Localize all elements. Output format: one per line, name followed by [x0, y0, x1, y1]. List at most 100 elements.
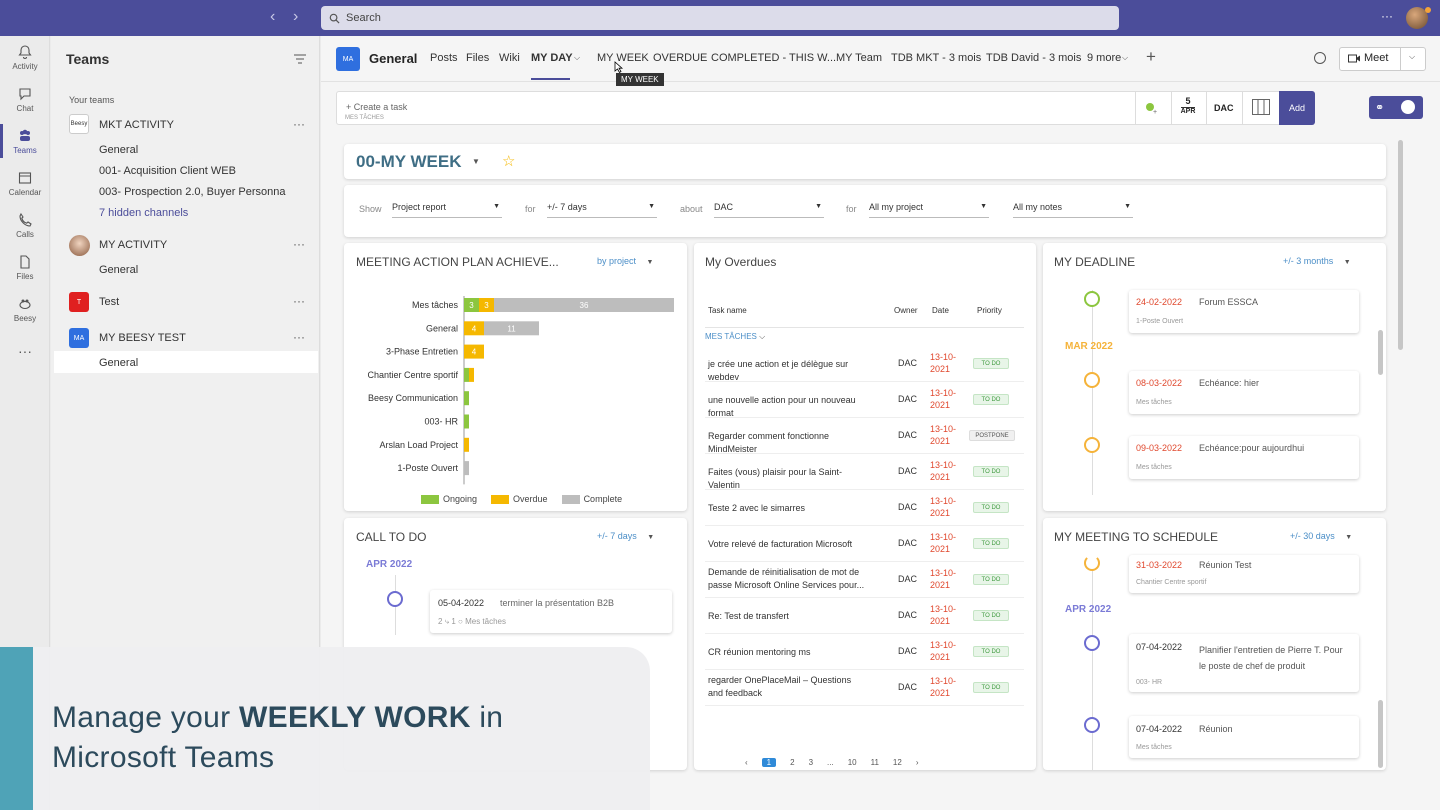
channel-item-selected[interactable]: General: [99, 357, 139, 369]
tab-my-day[interactable]: MY DAY: [531, 52, 573, 64]
page-3[interactable]: 3: [808, 758, 814, 767]
team-my-activity[interactable]: MY ACTIVITY: [99, 239, 168, 251]
page-12[interactable]: 12: [892, 758, 902, 767]
rail-chat[interactable]: Chat: [0, 86, 50, 113]
col-date[interactable]: Date: [932, 306, 949, 315]
team-more-icon[interactable]: ···: [293, 117, 305, 131]
page-11[interactable]: 11: [870, 758, 879, 767]
rail-teams[interactable]: Teams: [0, 128, 50, 155]
notes-select[interactable]: All my notes ▼: [1013, 202, 1133, 218]
status-badge[interactable]: TO DO: [973, 538, 1009, 549]
due-date-picker[interactable]: 5 APR: [1180, 96, 1196, 115]
col-task-name[interactable]: Task name: [708, 306, 747, 315]
table-row[interactable]: Votre relevé de facturation Microsoft DAC…: [705, 526, 1024, 562]
table-row[interactable]: une nouvelle action pour un nouveau form…: [705, 382, 1024, 418]
forward-arrow-icon[interactable]: ›: [293, 8, 299, 25]
status-dot-icon[interactable]: +: [1145, 101, 1157, 116]
table-row[interactable]: Faites (vous) plaisir pour la Saint-Vale…: [705, 454, 1024, 490]
show-select[interactable]: Project report ▼: [392, 202, 502, 218]
deadline-period-select[interactable]: +/- 3 months ▼: [1283, 256, 1351, 266]
tab-overdue[interactable]: OVERDUE: [653, 52, 708, 64]
owner-picker[interactable]: DAC: [1214, 103, 1234, 113]
bar-overdue[interactable]: [479, 298, 494, 312]
star-icon[interactable]: ☆: [502, 153, 516, 170]
about-select[interactable]: DAC ▼: [714, 202, 824, 218]
tab-my-week[interactable]: MY WEEK: [597, 52, 649, 64]
status-badge[interactable]: TO DO: [973, 646, 1009, 657]
channel-item[interactable]: 003- Prospection 2.0, Buyer Personna: [99, 186, 286, 198]
search-input[interactable]: Search: [321, 6, 1119, 30]
rail-calendar[interactable]: Calendar: [0, 170, 50, 197]
page-10[interactable]: 10: [847, 758, 857, 767]
deadline-item[interactable]: 09-03-2022 Echéance:pour aujourdhui Mes …: [1129, 436, 1359, 479]
rail-more-icon[interactable]: ···: [18, 343, 32, 359]
team-more-icon[interactable]: ···: [293, 294, 305, 308]
col-priority[interactable]: Priority: [977, 306, 1002, 315]
bar-overdue[interactable]: [464, 437, 469, 452]
col-owner[interactable]: Owner: [894, 306, 918, 315]
bar-complete[interactable]: [494, 298, 674, 312]
tab-more[interactable]: 9 more: [1087, 52, 1122, 64]
table-row[interactable]: je crée une action et je délègue sur web…: [705, 346, 1024, 382]
hidden-channels-link[interactable]: 7 hidden channels: [99, 207, 189, 219]
status-badge[interactable]: TO DO: [973, 502, 1009, 513]
add-tab-icon[interactable]: +: [1146, 47, 1156, 66]
filter-icon[interactable]: [294, 54, 306, 64]
calls-period-select[interactable]: +/- 7 days ▼: [597, 531, 655, 541]
channel-item[interactable]: 001- Acquisition Client WEB: [99, 165, 236, 177]
period-select[interactable]: +/- 7 days ▼: [547, 202, 657, 218]
status-badge[interactable]: TO DO: [973, 574, 1009, 585]
board-icon[interactable]: [1252, 99, 1270, 115]
more-options-icon[interactable]: ···: [1381, 9, 1393, 23]
bar-ongoing[interactable]: [464, 367, 469, 382]
meeting-item[interactable]: 31-03-2022 Réunion Test Chantier Centre …: [1129, 555, 1359, 593]
chevron-down-icon[interactable]: ▼: [472, 157, 480, 166]
tab-tdb-david[interactable]: TDB David - 3 mois: [986, 52, 1082, 64]
status-badge[interactable]: TO DO: [973, 610, 1009, 621]
tab-wiki[interactable]: Wiki: [499, 52, 520, 64]
meeting-item[interactable]: 07-04-2022 Réunion Mes tâches: [1129, 716, 1359, 758]
bar-complete[interactable]: [484, 321, 539, 336]
rail-calls[interactable]: Calls: [0, 212, 50, 239]
meetings-period-select[interactable]: +/- 30 days ▼: [1290, 531, 1353, 541]
group-mes-taches[interactable]: MES TÂCHES ⌵: [705, 332, 766, 341]
scrollbar[interactable]: [1398, 140, 1403, 350]
bar-ongoing[interactable]: [464, 298, 479, 312]
team-test[interactable]: Test: [99, 296, 120, 308]
bar-complete[interactable]: [464, 461, 469, 476]
user-avatar[interactable]: [1406, 7, 1428, 29]
link-icon[interactable]: ⚭: [1375, 102, 1385, 114]
table-row[interactable]: Teste 2 avec le simarres DAC 13-10-2021 TO …: [705, 490, 1024, 526]
deadline-item[interactable]: 24-02-2022 Forum ESSCA 1-Poste Ouvert: [1129, 290, 1359, 333]
beesy-logo-icon[interactable]: [1401, 100, 1415, 114]
team-mkt-activity[interactable]: MKT ACTIVITY: [99, 119, 174, 131]
channel-item[interactable]: General: [99, 264, 139, 276]
status-badge[interactable]: POSTPONE: [969, 430, 1015, 441]
next-page-icon[interactable]: ›: [915, 758, 919, 767]
scrollbar[interactable]: [1378, 330, 1383, 375]
rail-beesy[interactable]: Beesy: [0, 296, 50, 323]
project-select[interactable]: All my project ▼: [869, 202, 989, 218]
status-badge[interactable]: TO DO: [973, 466, 1009, 477]
meet-dropdown-icon[interactable]: ⌵: [1409, 52, 1416, 61]
bar-overdue[interactable]: [469, 367, 474, 382]
team-more-icon[interactable]: ···: [293, 237, 305, 251]
rail-activity[interactable]: Activity: [0, 44, 50, 71]
tab-my-team[interactable]: MY Team: [836, 52, 883, 64]
call-item[interactable]: 05-04-2022 terminer la présentation B2B …: [430, 590, 672, 633]
bar-ongoing[interactable]: [464, 414, 469, 429]
table-row[interactable]: CR réunion mentoring ms DAC 13-10-2021 TO D…: [705, 634, 1024, 670]
bar-overdue[interactable]: [464, 321, 484, 336]
tab-completed[interactable]: COMPLETED - THIS W...: [711, 52, 837, 64]
page-2[interactable]: 2: [790, 758, 795, 767]
prev-page-icon[interactable]: ‹: [745, 758, 748, 767]
page-1[interactable]: 1: [761, 758, 777, 767]
bar-ongoing[interactable]: [464, 391, 469, 406]
create-task-input[interactable]: + Create a task: [346, 102, 408, 112]
bar-overdue[interactable]: [464, 344, 484, 359]
chart-group-select[interactable]: by project ▼: [597, 256, 654, 266]
add-task-button[interactable]: Add: [1279, 91, 1315, 125]
channel-item[interactable]: General: [99, 144, 139, 156]
tab-files[interactable]: Files: [466, 52, 490, 64]
team-my-beesy-test[interactable]: MY BEESY TEST: [99, 332, 186, 344]
